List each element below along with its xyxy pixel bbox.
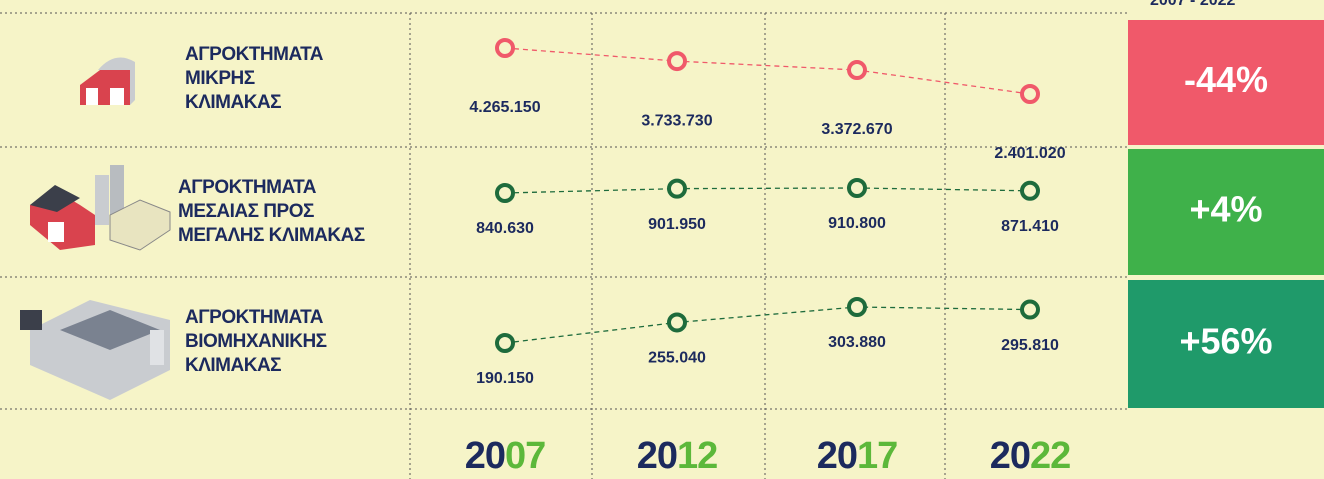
value-label: 871.410: [1001, 218, 1059, 235]
data-point: [495, 38, 515, 58]
factory-icon: [20, 300, 170, 400]
row-label: ΜΙΚΡΗΣ: [185, 68, 255, 89]
row-label: ΚΛΙΜΑΚΑΣ: [185, 355, 281, 376]
value-label: 901.950: [648, 216, 706, 233]
trend-line: [504, 306, 1031, 344]
data-point: [667, 178, 687, 199]
value-label: 255.040: [648, 350, 706, 367]
barn-icon: [80, 57, 135, 105]
change-label: +4%: [1189, 189, 1262, 230]
data-point: [667, 312, 687, 333]
change-label: +56%: [1179, 321, 1272, 362]
row-label: ΑΓΡΟΚΤΗΜΑΤΑ: [185, 307, 324, 328]
row-label: ΑΓΡΟΚΤΗΜΑΤΑ: [178, 177, 317, 198]
data-point: [1020, 299, 1040, 320]
value-label: 303.880: [828, 334, 886, 351]
year-label: 2017: [817, 435, 898, 477]
trend-line: [504, 47, 1031, 95]
row-label: ΜΕΣΑΙΑΣ ΠΡΟΣ: [178, 201, 314, 222]
year-label: 2007: [465, 435, 546, 477]
farm-icon: [30, 165, 171, 251]
data-point: [847, 297, 867, 317]
change-label: -44%: [1184, 59, 1268, 100]
value-label: 295.810: [1001, 337, 1059, 354]
value-label: 2.401.020: [994, 145, 1065, 162]
value-label: 3.733.730: [641, 112, 712, 129]
value-label: 190.150: [476, 370, 534, 387]
data-point: [1020, 84, 1040, 104]
trend-line: [504, 187, 1031, 194]
change-box: [1128, 280, 1324, 408]
data-point: [847, 60, 867, 81]
value-label: 910.800: [828, 215, 886, 232]
year-label: 2012: [637, 435, 718, 477]
value-label: 4.265.150: [469, 99, 540, 116]
data-point: [1020, 180, 1040, 201]
period-label: 2007 - 2022: [1150, 0, 1236, 9]
value-label: 3.372.670: [821, 121, 892, 138]
change-box: [1128, 20, 1324, 145]
data-point: [495, 183, 515, 203]
change-box: [1128, 149, 1324, 275]
row-label: ΒΙΟΜΗΧΑΝΙΚΗΣ: [185, 331, 327, 352]
row-label: ΜΕΓΑΛΗΣ ΚΛΙΜΑΚΑΣ: [178, 225, 365, 246]
row-label: ΚΛΙΜΑΚΑΣ: [185, 92, 281, 113]
data-point: [495, 333, 515, 353]
year-label: 2022: [990, 435, 1071, 477]
data-point: [667, 51, 687, 72]
row-label: ΑΓΡΟΚΤΗΜΑΤΑ: [185, 44, 324, 65]
value-label: 840.630: [476, 220, 534, 237]
data-point: [847, 178, 867, 198]
